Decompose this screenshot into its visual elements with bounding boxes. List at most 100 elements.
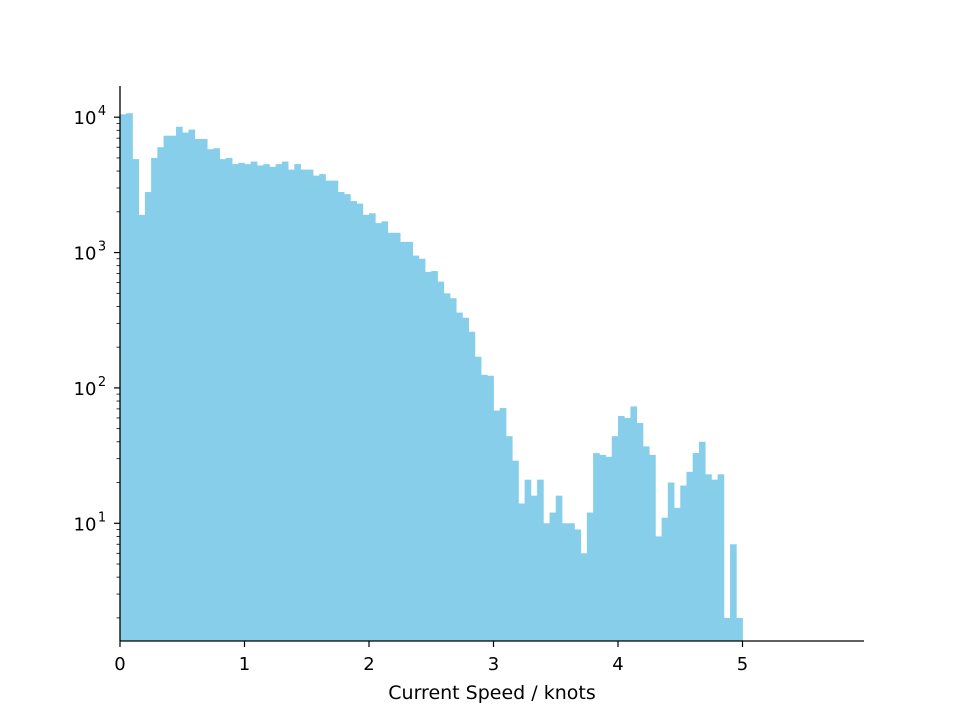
histogram-bar: [499, 408, 507, 641]
histogram-bar: [686, 471, 694, 641]
histogram-bar: [561, 523, 569, 641]
histogram-bar: [593, 453, 600, 641]
y-tick-label: 10: [74, 514, 97, 535]
histogram-bar: [393, 232, 401, 641]
histogram-bar: [611, 436, 619, 641]
histogram-bar: [275, 164, 283, 641]
histogram-bar: [580, 553, 588, 641]
histogram-bar: [331, 180, 339, 642]
histogram-bar: [674, 507, 681, 641]
histogram-bar: [586, 512, 594, 641]
histogram-bar: [325, 180, 333, 642]
histogram-bar: [312, 175, 320, 641]
histogram-bar: [350, 201, 357, 641]
x-axis-label: Current Speed / knots: [388, 682, 595, 704]
histogram-bar: [462, 317, 470, 641]
histogram-bar: [493, 410, 501, 641]
histogram-bar: [362, 214, 370, 641]
histogram-bar: [443, 293, 451, 641]
histogram-bar: [431, 271, 438, 641]
histogram-bar: [667, 482, 675, 641]
histogram-bar: [649, 454, 656, 641]
histogram-bar: [425, 271, 432, 641]
histogram-bar: [400, 241, 407, 641]
x-tick-label: 2: [363, 654, 374, 675]
x-tick-label: 5: [737, 654, 748, 675]
y-tick-exponent: 2: [98, 375, 106, 390]
histogram-bar: [736, 617, 743, 641]
histogram-bar: [387, 232, 395, 641]
histogram-bar: [723, 617, 731, 641]
histogram-bar: [661, 517, 669, 641]
x-tick-label: 3: [488, 654, 499, 675]
histogram-bar: [225, 157, 233, 641]
histogram-bar: [138, 214, 146, 641]
histogram-bar: [717, 474, 725, 641]
histogram-bar: [269, 166, 277, 641]
histogram-bar: [549, 512, 557, 641]
histogram-bar: [182, 132, 189, 641]
histogram-bar: [144, 192, 152, 641]
histogram-bar: [568, 523, 575, 641]
histogram-bar: [481, 374, 488, 641]
histogram-bar: [599, 454, 606, 641]
histogram-bar: [151, 157, 158, 641]
histogram-bar: [512, 460, 519, 641]
histogram-bar: [524, 479, 532, 641]
histogram-bar: [194, 139, 202, 641]
histogram-bar: [474, 356, 482, 641]
histogram-bar: [344, 194, 351, 642]
histogram-bar: [624, 417, 631, 641]
y-tick-exponent: 4: [98, 104, 106, 119]
histogram-bar: [300, 169, 308, 642]
x-tick-label: 0: [114, 654, 125, 675]
histogram-bar: [518, 503, 526, 641]
histogram-bar: [412, 255, 420, 641]
histogram-bar: [120, 114, 127, 641]
histogram-bar: [711, 479, 719, 641]
histogram-bar: [250, 161, 258, 641]
histogram-bar: [705, 474, 712, 641]
histogram-bar: [132, 159, 140, 641]
histogram-bar: [487, 375, 494, 641]
histogram-bar: [630, 406, 638, 641]
histogram-bar: [456, 312, 463, 641]
histogram-bar: [698, 441, 706, 641]
histogram-bar: [505, 436, 513, 641]
histogram-bar: [219, 159, 227, 641]
histogram-bar: [555, 495, 563, 641]
histogram-bar: [618, 416, 625, 641]
histogram-bar: [213, 148, 221, 641]
histogram-bar: [232, 164, 239, 641]
histogram-bar: [692, 453, 700, 641]
y-tick-label: 10: [74, 244, 97, 265]
y-tick-exponent: 3: [98, 240, 106, 255]
histogram-bar: [126, 113, 133, 642]
histogram-bar: [176, 126, 183, 641]
histogram-bar: [642, 446, 650, 641]
histogram-bar: [574, 529, 582, 641]
histogram-bar: [418, 258, 426, 641]
histogram-bar: [449, 298, 457, 641]
histogram-bar: [157, 147, 164, 641]
histogram-bar: [406, 241, 413, 641]
histogram-bar: [238, 162, 245, 641]
histogram-bar: [256, 165, 264, 641]
histogram-bar: [294, 164, 301, 641]
histogram-bar: [200, 139, 208, 641]
histogram-bar: [207, 149, 214, 641]
histogram-bar: [543, 523, 550, 641]
y-tick-label: 10: [74, 379, 97, 400]
histogram-bar: [437, 281, 445, 641]
histogram-bar: [730, 544, 737, 641]
histogram-bar: [375, 223, 382, 641]
histogram-bar: [655, 536, 662, 641]
x-tick-label: 1: [239, 654, 250, 675]
histogram-bar: [281, 161, 289, 641]
histogram-bar: [163, 135, 171, 641]
histogram-bar: [288, 169, 295, 642]
y-tick-label: 10: [74, 108, 97, 129]
histogram-bar: [530, 495, 538, 641]
